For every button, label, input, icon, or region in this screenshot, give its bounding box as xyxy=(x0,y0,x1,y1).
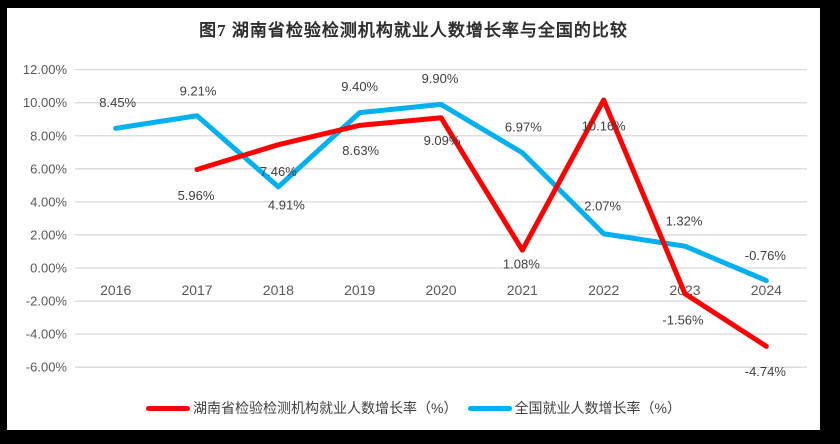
data-label: 6.97% xyxy=(505,119,542,134)
y-axis-label: 8.00% xyxy=(30,128,67,143)
y-axis-label: 0.00% xyxy=(30,261,67,276)
data-label: 9.21% xyxy=(180,83,217,98)
data-label: 10.16% xyxy=(582,119,627,134)
data-label: 1.08% xyxy=(503,257,540,272)
x-axis-label: 2021 xyxy=(507,282,538,298)
x-axis-label: 2022 xyxy=(588,282,619,298)
x-axis-label: 2020 xyxy=(425,282,456,298)
data-label: -0.76% xyxy=(745,248,787,263)
y-axis-label: 10.00% xyxy=(23,95,68,110)
data-label: 8.45% xyxy=(99,95,136,110)
y-axis-label: 2.00% xyxy=(30,227,67,242)
chart-card: 图7 湖南省检验检测机构就业人数增长率与全国的比较 12.00% 10.00% 8.… xyxy=(7,8,820,430)
data-label: 9.40% xyxy=(341,79,378,94)
legend-item-hunan: 湖南省检验检测机构就业人数增长率（%） xyxy=(146,398,458,418)
y-axis-label: -4.00% xyxy=(26,327,68,342)
legend-item-national: 全国就业人数增长率（%） xyxy=(467,398,681,418)
data-label: -4.74% xyxy=(745,364,787,379)
data-label: 4.91% xyxy=(268,197,305,212)
y-axis-label: -6.00% xyxy=(26,360,68,375)
data-label: 7.46% xyxy=(260,164,297,179)
x-axis-label: 2016 xyxy=(100,282,131,298)
data-label: 5.96% xyxy=(178,188,215,203)
data-label: 2.07% xyxy=(584,198,621,213)
x-axis-label: 2019 xyxy=(344,282,375,298)
series-line-national xyxy=(113,101,769,284)
y-axis-label: 6.00% xyxy=(30,161,67,176)
chart-title: 图7 湖南省检验检测机构就业人数增长率与全国的比较 xyxy=(199,21,628,40)
y-axis-label: 12.00% xyxy=(23,62,68,77)
data-label: 9.90% xyxy=(422,71,459,86)
x-axis-label: 2017 xyxy=(181,282,212,298)
x-axis-label: 2018 xyxy=(263,282,294,298)
legend-label: 湖南省检验检测机构就业人数增长率（%） xyxy=(193,400,458,416)
data-label: 9.09% xyxy=(424,133,461,148)
y-axis-label: -2.00% xyxy=(26,294,68,309)
data-label: -1.56% xyxy=(662,312,704,327)
data-label: 1.32% xyxy=(666,214,703,229)
chart-legend: 湖南省检验检测机构就业人数增长率（%） 全国就业人数增长率（%） xyxy=(7,398,820,418)
legend-label: 全国就业人数增长率（%） xyxy=(514,400,681,416)
data-label: 8.63% xyxy=(342,143,379,158)
y-axis-label: 4.00% xyxy=(30,194,67,209)
x-axis-label: 2024 xyxy=(751,282,782,298)
legend-line-swatch xyxy=(467,405,512,411)
legend-line-swatch xyxy=(146,405,191,411)
series-line-hunan xyxy=(194,97,769,349)
